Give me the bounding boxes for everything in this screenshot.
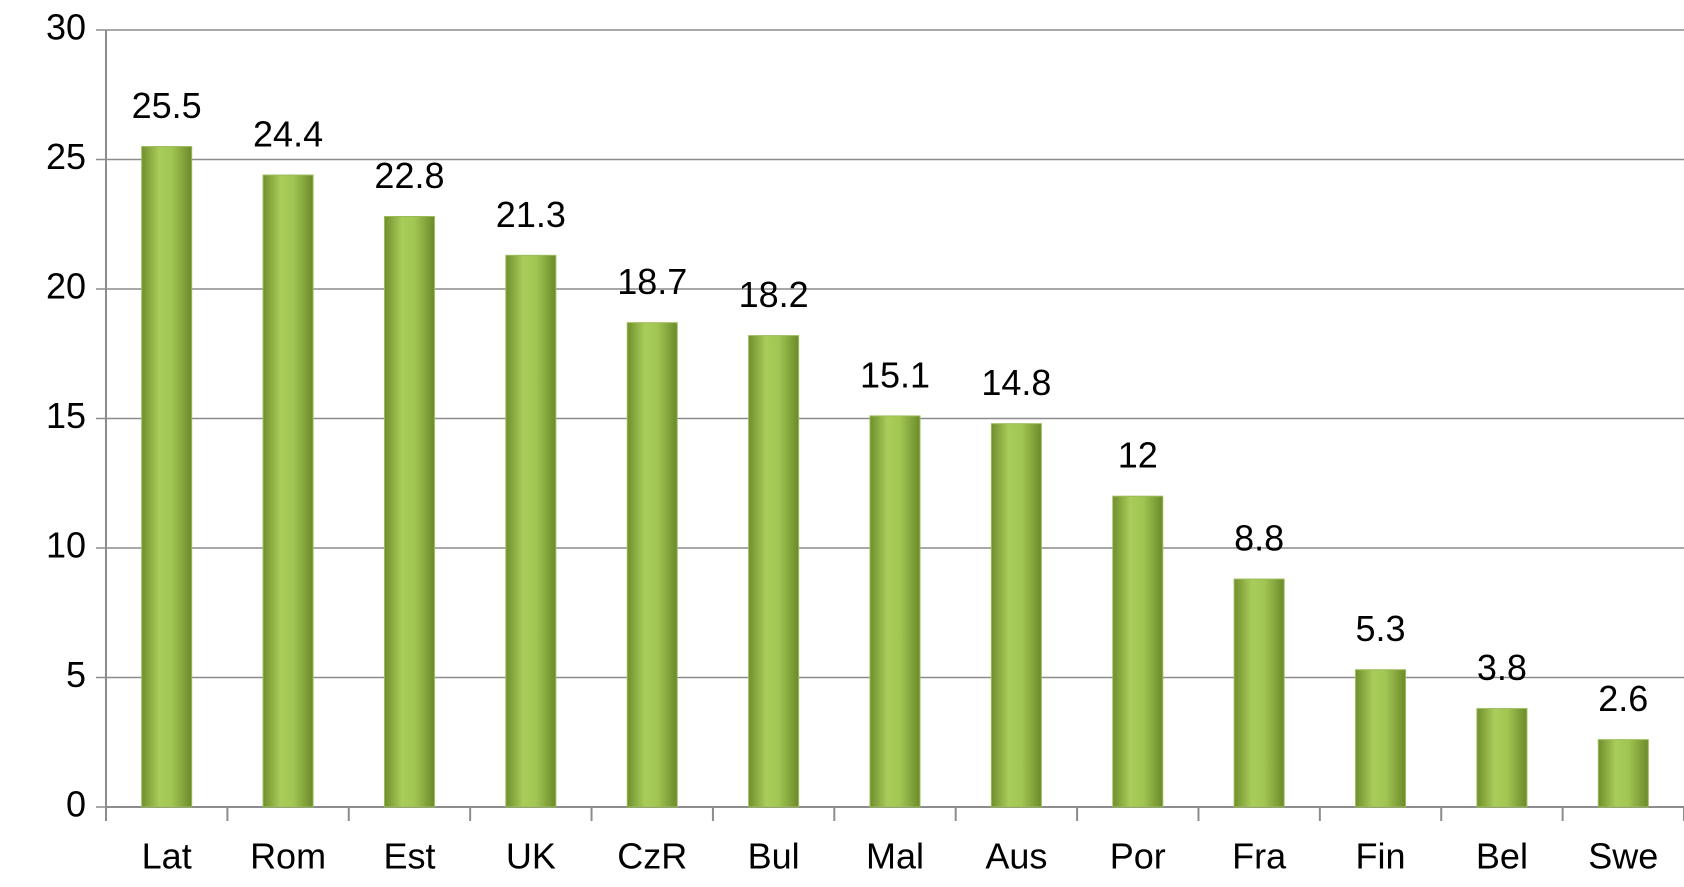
x-tick-label: Lat bbox=[142, 836, 192, 877]
data-label: 25.5 bbox=[132, 85, 202, 126]
y-tick-label: 5 bbox=[66, 654, 86, 695]
bar bbox=[626, 322, 678, 808]
x-tick-label: Bel bbox=[1476, 836, 1528, 877]
data-label: 18.2 bbox=[739, 274, 809, 315]
data-label: 21.3 bbox=[496, 194, 566, 235]
bar bbox=[1112, 495, 1164, 808]
x-tick-label: Mal bbox=[866, 836, 924, 877]
x-tick-label: Fin bbox=[1356, 836, 1406, 877]
y-tick-label: 0 bbox=[66, 784, 86, 825]
bar bbox=[141, 146, 193, 808]
bar bbox=[748, 335, 800, 808]
bar bbox=[869, 415, 921, 808]
bar bbox=[262, 174, 314, 808]
y-tick-label: 30 bbox=[46, 7, 86, 48]
bar bbox=[1233, 578, 1285, 808]
data-label: 14.8 bbox=[981, 362, 1051, 403]
y-tick-label: 25 bbox=[46, 136, 86, 177]
bar bbox=[990, 423, 1042, 808]
bar bbox=[1355, 669, 1407, 808]
data-label: 3.8 bbox=[1477, 647, 1527, 688]
data-label: 5.3 bbox=[1356, 608, 1406, 649]
y-tick-label: 20 bbox=[46, 266, 86, 307]
bar bbox=[1476, 708, 1528, 808]
data-label: 2.6 bbox=[1598, 678, 1648, 719]
x-tick-label: Rom bbox=[250, 836, 326, 877]
bar bbox=[505, 254, 557, 808]
data-label: 22.8 bbox=[374, 155, 444, 196]
x-tick-label: Swe bbox=[1588, 836, 1658, 877]
x-tick-label: Fra bbox=[1232, 836, 1287, 877]
bar bbox=[383, 215, 435, 808]
data-label: 24.4 bbox=[253, 114, 323, 155]
x-tick-label: Bul bbox=[748, 836, 800, 877]
x-tick-label: Est bbox=[383, 836, 435, 877]
data-label: 12 bbox=[1118, 435, 1158, 476]
x-tick-label: UK bbox=[506, 836, 556, 877]
bar bbox=[1597, 739, 1649, 808]
y-tick-label: 10 bbox=[46, 525, 86, 566]
x-tick-label: Aus bbox=[985, 836, 1047, 877]
x-tick-label: CzR bbox=[617, 836, 687, 877]
data-label: 18.7 bbox=[617, 261, 687, 302]
data-label: 8.8 bbox=[1234, 518, 1284, 559]
y-tick-label: 15 bbox=[46, 395, 86, 436]
x-tick-label: Por bbox=[1110, 836, 1166, 877]
data-label: 15.1 bbox=[860, 354, 930, 395]
